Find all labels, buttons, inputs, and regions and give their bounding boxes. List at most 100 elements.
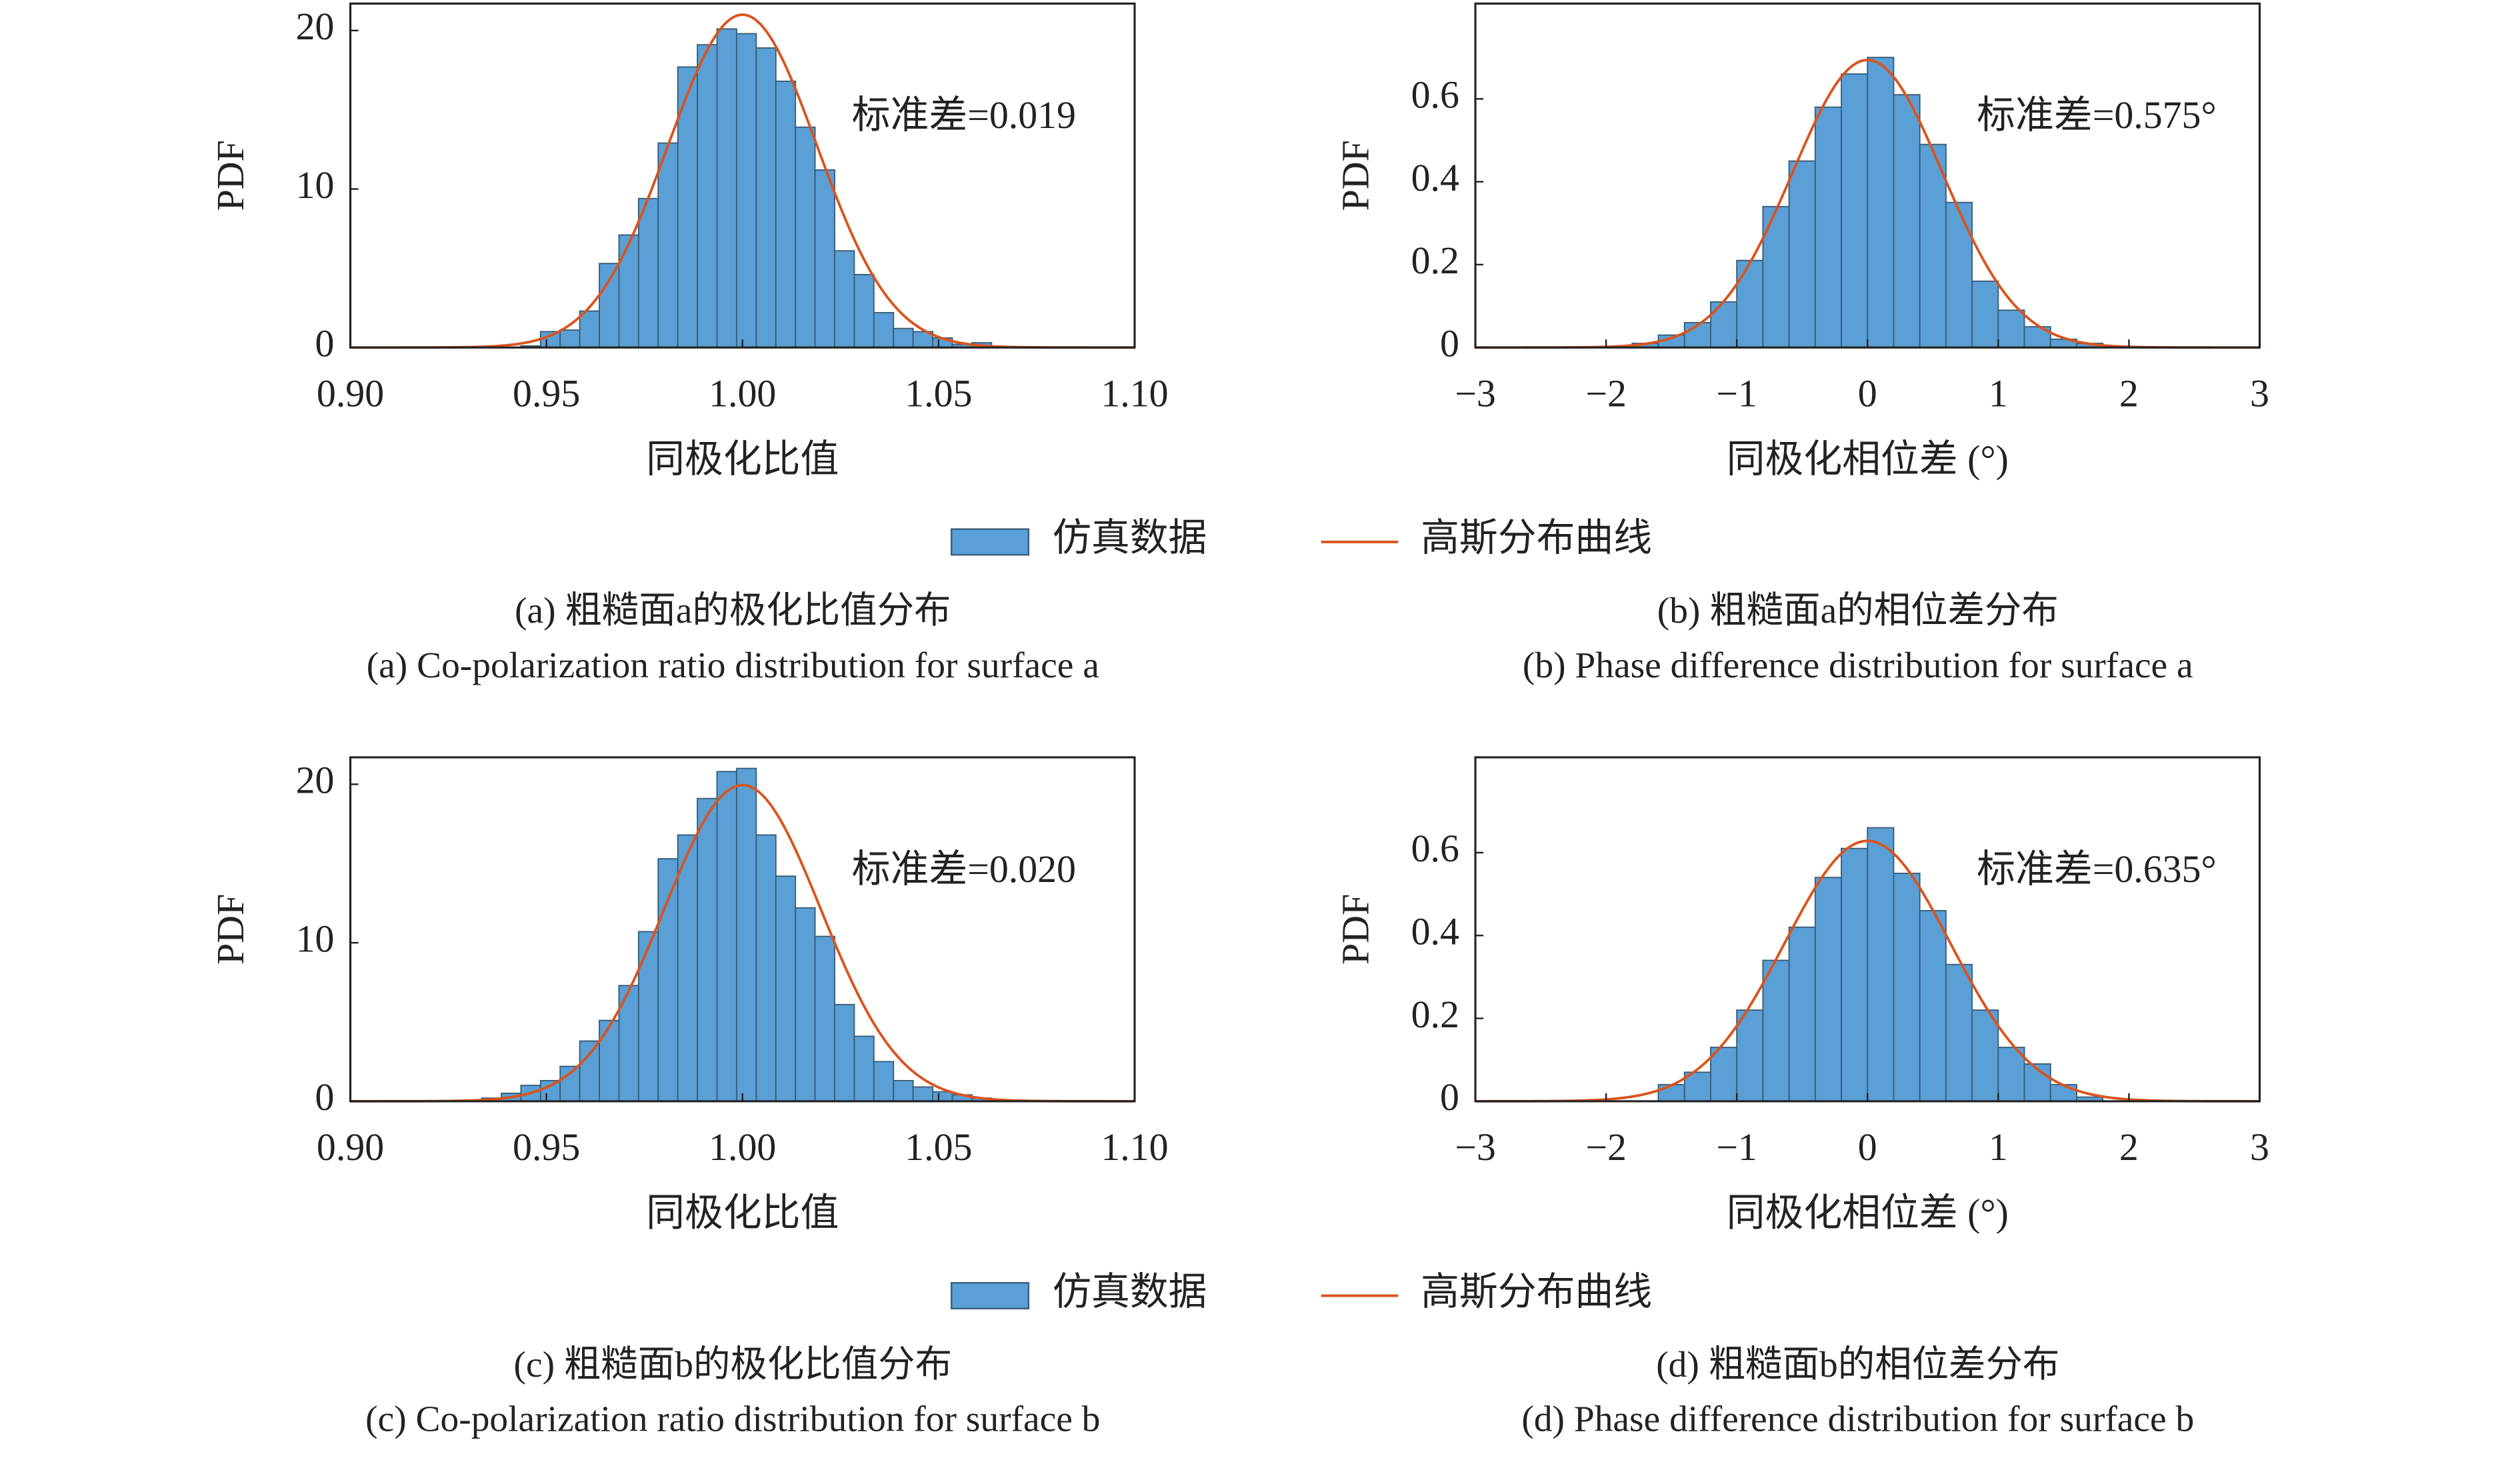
bar [579, 1040, 601, 1102]
bar [1841, 73, 1869, 349]
x-tick-label: 1 [1989, 1125, 2008, 1169]
bar [1788, 160, 1816, 349]
legend-swatch [950, 1282, 1030, 1310]
x-tick-label: 0.90 [317, 371, 384, 415]
bar [1710, 1047, 1738, 1102]
x-tick-label: 3 [2250, 371, 2269, 415]
bar [1762, 205, 1790, 349]
bar [1788, 926, 1816, 1102]
bar [716, 771, 737, 1102]
x-tick-label: 1.00 [709, 371, 776, 415]
bar [2049, 1084, 2077, 1102]
bar [1814, 877, 1843, 1102]
bar [657, 858, 679, 1102]
bar [1893, 873, 1921, 1102]
caption-cn: (c) 粗糙面b的极化比值分布 [514, 1344, 952, 1385]
y-tick-label: 10 [296, 917, 335, 960]
y-tick-label: 10 [296, 163, 335, 207]
x-tick-label: 1.10 [1101, 1125, 1168, 1169]
y-tick-label: 0 [1440, 322, 1459, 365]
bar [1762, 959, 1790, 1102]
bar [1919, 909, 1947, 1102]
bar [1945, 963, 1973, 1102]
bar [637, 197, 659, 349]
caption-en: (b) Phase difference distribution for su… [1523, 645, 2193, 685]
y-tick-label: 20 [296, 759, 335, 802]
bar [697, 797, 718, 1102]
x-tick-label: 1.10 [1101, 371, 1168, 415]
bar [697, 44, 718, 349]
bar [1657, 1084, 1685, 1102]
x-tick-label: 0.90 [317, 1125, 384, 1169]
x-tick-label: 1.05 [905, 1125, 972, 1169]
y-axis-label: PDF [1334, 140, 1377, 211]
bar [1997, 309, 2025, 349]
bar [834, 250, 855, 349]
y-tick-label: 0.6 [1411, 73, 1459, 117]
bar [1919, 143, 1947, 349]
bar [873, 311, 895, 349]
bar [1814, 106, 1843, 349]
x-axis-label: 同极化相位差 (°) [1727, 1191, 2009, 1235]
annotation: 标准差=0.635° [1977, 847, 2216, 891]
bar [932, 1091, 953, 1102]
bar [1971, 1009, 1999, 1102]
bar [775, 80, 797, 349]
bar [1997, 1047, 2025, 1102]
annotation: 标准差=0.019 [852, 93, 1076, 137]
bar [814, 169, 835, 349]
gaussian-curve [350, 783, 1135, 1103]
x-tick-label: −1 [1716, 1125, 1757, 1169]
bar [599, 1019, 620, 1102]
y-tick-label: 0 [1440, 1075, 1459, 1119]
bar [735, 767, 757, 1102]
legend-swatch [950, 528, 1030, 556]
x-axis-label: 同极化比值 [646, 1191, 839, 1235]
y-tick-label: 20 [296, 5, 335, 48]
bar [755, 834, 777, 1102]
bar [853, 273, 875, 349]
bar [559, 329, 581, 349]
bar [912, 1086, 933, 1102]
bar [637, 931, 659, 1102]
bar [657, 142, 679, 349]
x-tick-label: 0 [1858, 1125, 1877, 1169]
x-tick-label: 0.95 [513, 1125, 580, 1169]
bar [1945, 201, 1973, 349]
bar [677, 834, 699, 1102]
bar [795, 907, 816, 1102]
bar [775, 875, 797, 1102]
x-axis-label: 同极化相位差 (°) [1727, 437, 2009, 481]
legend-label: 仿真数据 [1053, 1270, 1207, 1313]
bar [735, 33, 757, 349]
x-tick-label: −1 [1716, 371, 1757, 415]
y-tick-label: 0.2 [1411, 993, 1459, 1036]
y-tick-label: 0 [315, 1075, 335, 1119]
y-tick-label: 0.2 [1411, 239, 1459, 282]
x-tick-label: −3 [1455, 1125, 1496, 1169]
bar [1710, 301, 1738, 349]
x-tick-label: 2 [2119, 1125, 2139, 1169]
x-tick-label: 2 [2119, 371, 2139, 415]
y-tick-label: 0 [315, 322, 335, 365]
bar [893, 327, 914, 349]
bar [1867, 827, 1895, 1102]
caption-cn: (a) 粗糙面a的极化比值分布 [515, 590, 951, 631]
y-axis-label: PDF [209, 140, 252, 211]
x-tick-label: −2 [1585, 371, 1627, 415]
x-tick-label: −2 [1585, 1125, 1627, 1169]
caption-en: (d) Phase difference distribution for su… [1521, 1399, 2194, 1439]
bar [1736, 259, 1764, 349]
x-tick-label: 3 [2250, 1125, 2269, 1169]
y-tick-label: 0.4 [1411, 156, 1459, 199]
bar [873, 1061, 895, 1102]
bar [834, 1003, 855, 1102]
bar [618, 234, 639, 349]
bar [1867, 57, 1895, 349]
bar [539, 331, 561, 349]
legend-label: 高斯分布曲线 [1421, 516, 1652, 559]
bar [1971, 280, 1999, 349]
bar [853, 1035, 875, 1102]
bar [579, 310, 601, 349]
